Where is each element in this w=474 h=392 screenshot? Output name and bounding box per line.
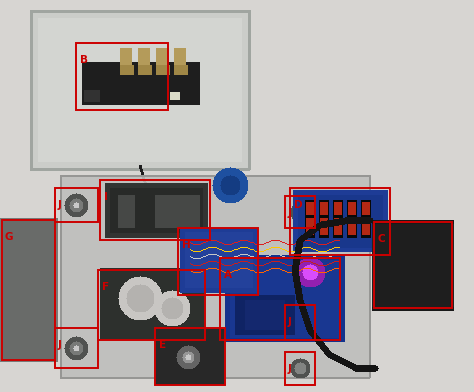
- Text: I: I: [104, 192, 108, 202]
- Text: A: A: [224, 270, 232, 280]
- Text: F: F: [102, 282, 109, 292]
- Text: E: E: [159, 340, 166, 350]
- Bar: [290, 188, 390, 255]
- Bar: [76, 43, 168, 110]
- Bar: [285, 305, 315, 340]
- Bar: [55, 188, 98, 222]
- Bar: [2, 220, 55, 360]
- Text: J: J: [288, 317, 292, 327]
- Bar: [100, 180, 210, 240]
- Text: J: J: [58, 340, 62, 350]
- Bar: [155, 328, 225, 385]
- Text: H: H: [182, 240, 191, 250]
- Text: G: G: [5, 232, 13, 242]
- Bar: [178, 228, 258, 295]
- Text: J: J: [288, 208, 292, 218]
- Bar: [98, 270, 205, 340]
- Text: C: C: [378, 234, 386, 244]
- Text: J: J: [288, 364, 292, 374]
- Bar: [285, 352, 315, 385]
- Text: D: D: [294, 200, 302, 210]
- Text: B: B: [80, 55, 88, 65]
- Bar: [374, 222, 452, 308]
- Text: J: J: [58, 200, 62, 210]
- Bar: [285, 196, 315, 228]
- Bar: [220, 258, 340, 340]
- Bar: [55, 328, 98, 368]
